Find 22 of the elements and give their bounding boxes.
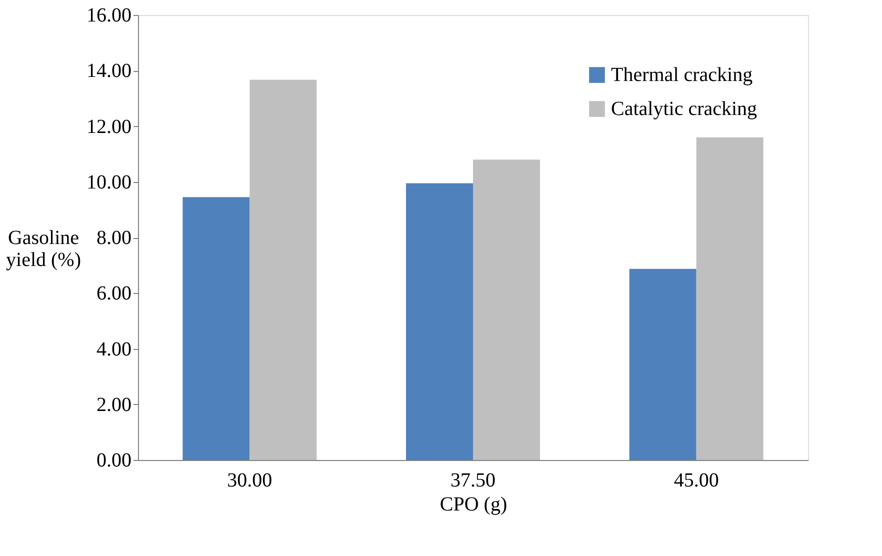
y-tick-label: 8.00 [96, 227, 132, 249]
bar [696, 137, 764, 460]
y-tick-label: 4.00 [96, 338, 132, 360]
y-tick-label: 10.00 [86, 171, 132, 194]
y-tick-label: 14.00 [86, 60, 132, 82]
y-tick-label: 0.00 [96, 450, 132, 472]
y-tick-label: 6.00 [96, 282, 132, 305]
bar [473, 160, 540, 460]
bar [250, 80, 317, 460]
legend-label: Catalytic cracking [611, 98, 758, 120]
y-tick-label: 16.00 [86, 4, 132, 26]
x-tick-label: 37.50 [450, 470, 496, 492]
y-axis-title: Gasoline yield (%) [6, 227, 81, 271]
bar [406, 183, 473, 460]
y-tick-label: 12.00 [86, 116, 132, 138]
bar [629, 268, 696, 460]
legend-label: Thermal cracking [611, 64, 753, 86]
bar [182, 197, 250, 460]
y-tick-label: 2.00 [96, 394, 132, 416]
x-tick-label: 30.00 [227, 470, 272, 492]
x-axis-title: CPO (g) [440, 494, 508, 516]
x-tick-label: 45.00 [674, 470, 719, 492]
